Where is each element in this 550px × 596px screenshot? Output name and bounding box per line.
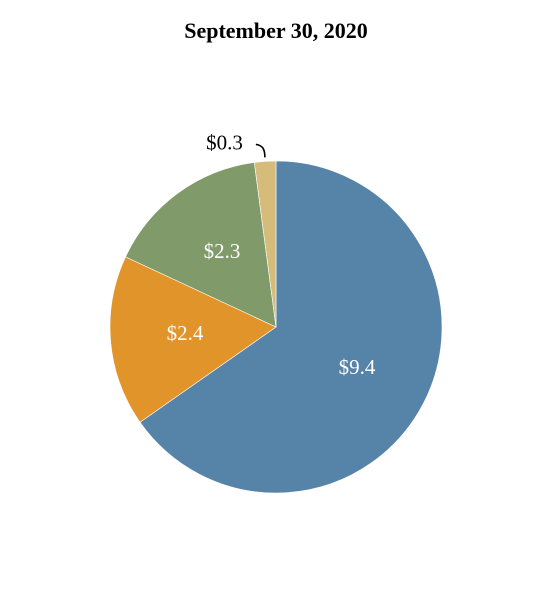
pie-slices bbox=[109, 160, 443, 494]
leader-lines bbox=[255, 143, 266, 158]
pie-slice-3 bbox=[125, 162, 277, 328]
slice-label-1: $9.4 bbox=[339, 355, 376, 379]
pie-slice-2 bbox=[109, 256, 277, 423]
leader-line-4 bbox=[255, 143, 266, 158]
slice-label-2: $2.4 bbox=[167, 321, 204, 345]
slice-label-4: $0.3 bbox=[206, 130, 243, 154]
slice-labels: $9.4 $2.4 $2.3 $0.3 bbox=[167, 130, 376, 379]
chart-title: September 30, 2020 bbox=[184, 18, 368, 43]
pie-slice-4 bbox=[253, 160, 277, 328]
pie-slice-1 bbox=[139, 160, 443, 494]
slice-label-3: $2.3 bbox=[204, 239, 241, 263]
